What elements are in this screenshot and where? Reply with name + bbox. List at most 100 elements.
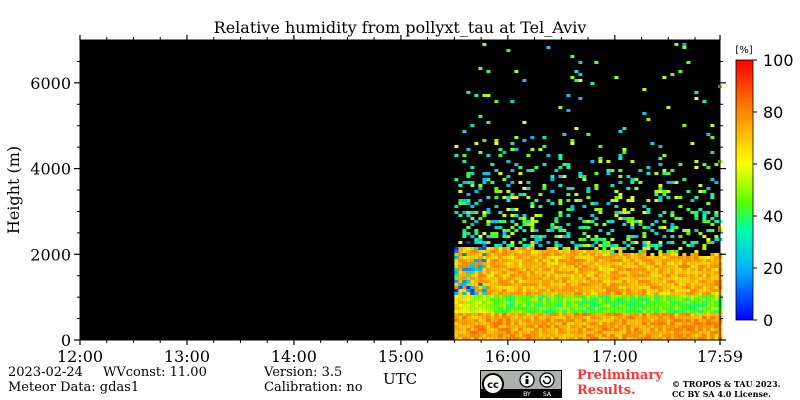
heatmap-cell — [662, 316, 667, 319]
colorbar-tick-label: 80 — [763, 103, 783, 122]
heatmap-cell — [482, 319, 487, 322]
heatmap-cell — [602, 247, 607, 250]
heatmap-cell — [518, 334, 523, 337]
heatmap-cell — [634, 286, 639, 289]
heatmap-cell — [650, 304, 655, 307]
heatmap-cell — [474, 220, 479, 223]
heatmap-cell — [518, 271, 523, 274]
heatmap-cell — [498, 172, 503, 175]
heatmap-cell — [706, 187, 711, 190]
heatmap-cell — [678, 283, 683, 286]
heatmap-cell — [686, 265, 691, 268]
heatmap-cell — [714, 220, 719, 223]
heatmap-cell — [510, 262, 515, 265]
heatmap-cell — [618, 310, 623, 313]
heatmap-cell — [638, 181, 643, 184]
heatmap-cell — [638, 325, 643, 328]
heatmap-cell — [482, 262, 487, 265]
heatmap-cell — [518, 316, 523, 319]
heatmap-cell — [670, 241, 675, 244]
heatmap-cell — [554, 307, 559, 310]
heatmap-cell — [714, 214, 719, 217]
heatmap-cell — [650, 142, 655, 145]
heatmap-cell — [662, 193, 667, 196]
heatmap-cell — [642, 88, 647, 91]
heatmap-cell — [458, 202, 463, 205]
heatmap-cell — [510, 193, 515, 196]
heatmap-cell — [478, 256, 483, 259]
heatmap-cell — [454, 145, 459, 148]
heatmap-cell — [506, 313, 511, 316]
heatmap-cell — [530, 256, 535, 259]
heatmap-cell — [662, 310, 667, 313]
heatmap-cell — [598, 301, 603, 304]
heatmap-cell — [538, 328, 543, 331]
heatmap-cell — [614, 259, 619, 262]
heatmap-cell — [586, 286, 591, 289]
heatmap-cell — [642, 319, 647, 322]
heatmap-cell — [694, 217, 699, 220]
heatmap-cell — [454, 310, 459, 313]
heatmap-cell — [630, 235, 635, 238]
heatmap-cell — [606, 265, 611, 268]
heatmap-cell — [630, 277, 635, 280]
heatmap-cell — [582, 319, 587, 322]
heatmap-cell — [598, 268, 603, 271]
heatmap-cell — [462, 325, 467, 328]
heatmap-cell — [702, 304, 707, 307]
colorbar-tick-label: 20 — [763, 259, 783, 278]
heatmap-cell — [678, 217, 683, 220]
heatmap-cell — [622, 280, 627, 283]
heatmap-cell — [674, 331, 679, 334]
heatmap-cell — [494, 289, 499, 292]
heatmap-cell — [558, 328, 563, 331]
heatmap-cell — [610, 169, 615, 172]
heatmap-cell — [458, 268, 463, 271]
heatmap-cell — [606, 310, 611, 313]
heatmap-cell — [614, 331, 619, 334]
heatmap-cell — [542, 262, 547, 265]
heatmap-cell — [522, 307, 527, 310]
heatmap-cell — [578, 334, 583, 337]
heatmap-cell — [498, 301, 503, 304]
heatmap-cell — [702, 298, 707, 301]
heatmap-cell — [614, 337, 619, 340]
heatmap-cell — [470, 331, 475, 334]
heatmap-cell — [706, 313, 711, 316]
heatmap-cell — [682, 259, 687, 262]
heatmap-cell — [642, 313, 647, 316]
heatmap-cell — [470, 235, 475, 238]
heatmap-cell — [546, 283, 551, 286]
heatmap-cell — [474, 295, 479, 298]
heatmap-cell — [590, 310, 595, 313]
heatmap-cell — [570, 328, 575, 331]
heatmap-cell — [546, 331, 551, 334]
heatmap-cell — [646, 268, 651, 271]
heatmap-cell — [522, 121, 527, 124]
heatmap-cell — [694, 211, 699, 214]
heatmap-cell — [578, 283, 583, 286]
heatmap-cell — [562, 229, 567, 232]
heatmap-cell — [590, 334, 595, 337]
heatmap-cell — [698, 337, 703, 340]
x-tick-label: 15:00 — [378, 347, 424, 366]
heatmap-cell — [466, 148, 471, 151]
heatmap-cell — [658, 145, 663, 148]
heatmap-cell — [546, 259, 551, 262]
heatmap-cell — [550, 175, 555, 178]
heatmap-cell — [662, 271, 667, 274]
heatmap-cell — [678, 262, 683, 265]
heatmap-cell — [678, 292, 683, 295]
heatmap-cell — [690, 277, 695, 280]
heatmap-cell — [586, 250, 591, 253]
heatmap-cell — [510, 220, 515, 223]
heatmap-cell — [582, 322, 587, 325]
heatmap-cell — [690, 334, 695, 337]
heatmap-cell — [710, 319, 715, 322]
heatmap-cell — [614, 289, 619, 292]
heatmap-cell — [454, 262, 459, 265]
heatmap-cell — [458, 277, 463, 280]
heatmap-cell — [710, 274, 715, 277]
heatmap-cell — [578, 175, 583, 178]
heatmap-cell — [610, 325, 615, 328]
